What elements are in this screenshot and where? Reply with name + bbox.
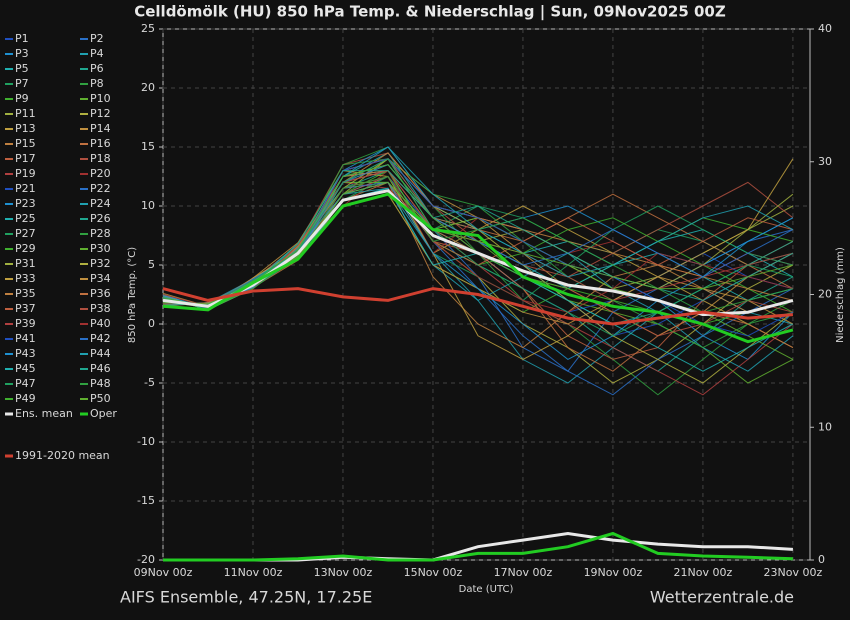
legend-label: P37: [15, 302, 36, 315]
footer-right: Wetterzentrale.de: [650, 588, 794, 607]
legend-label: P47: [15, 377, 36, 390]
legend-label: P18: [90, 152, 111, 165]
y-tick-label: -10: [137, 435, 155, 448]
y-tick-label: 15: [141, 140, 155, 153]
legend-label: P41: [15, 332, 36, 345]
legend-label: P50: [90, 392, 111, 405]
legend-label: P45: [15, 362, 36, 375]
legend-label: P5: [15, 62, 29, 75]
y-tick-label: 5: [148, 258, 155, 271]
x-tick-label: 19Nov 00z: [584, 566, 643, 579]
legend-label: P21: [15, 182, 36, 195]
legend-label: 1991-2020 mean: [15, 449, 110, 462]
y2-tick-label: 20: [818, 288, 832, 301]
legend-label: P15: [15, 137, 36, 150]
legend-label: P23: [15, 197, 36, 210]
legend-label: P9: [15, 92, 29, 105]
legend-label: P34: [90, 272, 111, 285]
legend-label: P14: [90, 122, 111, 135]
series-line: [162, 175, 794, 313]
legend-label: P49: [15, 392, 36, 405]
legend-label: P32: [90, 257, 111, 270]
y-tick-label: 10: [141, 199, 155, 212]
legend-label: P44: [90, 347, 111, 360]
chart-title: Celldömölk (HU) 850 hPa Temp. & Niedersc…: [134, 3, 726, 22]
series-line: [162, 158, 794, 337]
legend-label: P16: [90, 137, 111, 150]
x-tick-label: 17Nov 00z: [494, 566, 553, 579]
legend-label: P20: [90, 167, 111, 180]
legend-label: P31: [15, 257, 36, 270]
y-tick-label: 0: [148, 317, 155, 330]
legend-label: P26: [90, 212, 111, 225]
legend-label: Ens. mean: [15, 407, 73, 420]
legend-label: P27: [15, 227, 36, 240]
legend-label: P19: [15, 167, 36, 180]
legend-label: P17: [15, 152, 36, 165]
x-tick-label: 13Nov 00z: [314, 566, 373, 579]
legend-label: P25: [15, 212, 36, 225]
legend-label: P46: [90, 362, 111, 375]
legend-label: P10: [90, 92, 111, 105]
legend-label: P36: [90, 287, 111, 300]
legend-label: P11: [15, 107, 36, 120]
x-tick-label: 09Nov 00z: [134, 566, 193, 579]
x-tick-label: 21Nov 00z: [674, 566, 733, 579]
series-line: [162, 158, 794, 360]
x-tick-label: 23Nov 00z: [764, 566, 823, 579]
legend-label: P2: [90, 32, 104, 45]
x-tick-label: 15Nov 00z: [404, 566, 463, 579]
legend-label: P48: [90, 377, 111, 390]
x-axis-label: Date (UTC): [459, 584, 514, 595]
y-tick-label: 25: [141, 22, 155, 35]
legend-label: P33: [15, 272, 36, 285]
y-tick-label: -5: [144, 376, 155, 389]
legend-label: P28: [90, 227, 111, 240]
series-line: [162, 158, 794, 384]
legend-label: P12: [90, 107, 111, 120]
legend-label: P24: [90, 197, 111, 210]
y2-tick-label: 10: [818, 420, 832, 433]
y2-axis-label: Niederschlag (mm): [835, 247, 846, 343]
series-line: [162, 158, 794, 337]
legend-label: P42: [90, 332, 111, 345]
legend-label: P6: [90, 62, 104, 75]
legend-label: Oper: [90, 407, 117, 420]
legend-label: P1: [15, 32, 29, 45]
series-line: [162, 169, 794, 372]
legend-label: P13: [15, 122, 36, 135]
y-tick-label: 20: [141, 81, 155, 94]
legend-label: P40: [90, 317, 111, 330]
y2-tick-label: 0: [818, 553, 825, 566]
series-line: [162, 170, 794, 372]
legend-label: P43: [15, 347, 36, 360]
legend-label: P35: [15, 287, 36, 300]
legend-label: P4: [90, 47, 104, 60]
precip-line: [163, 531, 793, 562]
series-line: [162, 158, 794, 337]
plot-frame: [162, 28, 811, 561]
legend-label: P8: [90, 77, 104, 90]
series-line: [162, 146, 794, 396]
series-line: [162, 158, 794, 337]
series-line: [162, 192, 794, 344]
series-line: [162, 158, 794, 361]
legend-label: P3: [15, 47, 29, 60]
x-tick-label: 11Nov 00z: [224, 566, 283, 579]
y-tick-label: -15: [137, 494, 155, 507]
footer-left: AIFS Ensemble, 47.25N, 17.25E: [120, 588, 372, 607]
y2-tick-label: 40: [818, 22, 832, 35]
legend-label: P39: [15, 317, 36, 330]
legend-label: P7: [15, 77, 29, 90]
series-line: [162, 287, 794, 326]
y2-tick-label: 30: [818, 155, 832, 168]
y-axis-label: 850 hPa Temp. (°C): [127, 247, 138, 343]
y-tick-label: -20: [137, 553, 155, 566]
legend-label: P22: [90, 182, 111, 195]
legend-label: P38: [90, 302, 111, 315]
legend-label: P29: [15, 242, 36, 255]
legend-label: P30: [90, 242, 111, 255]
